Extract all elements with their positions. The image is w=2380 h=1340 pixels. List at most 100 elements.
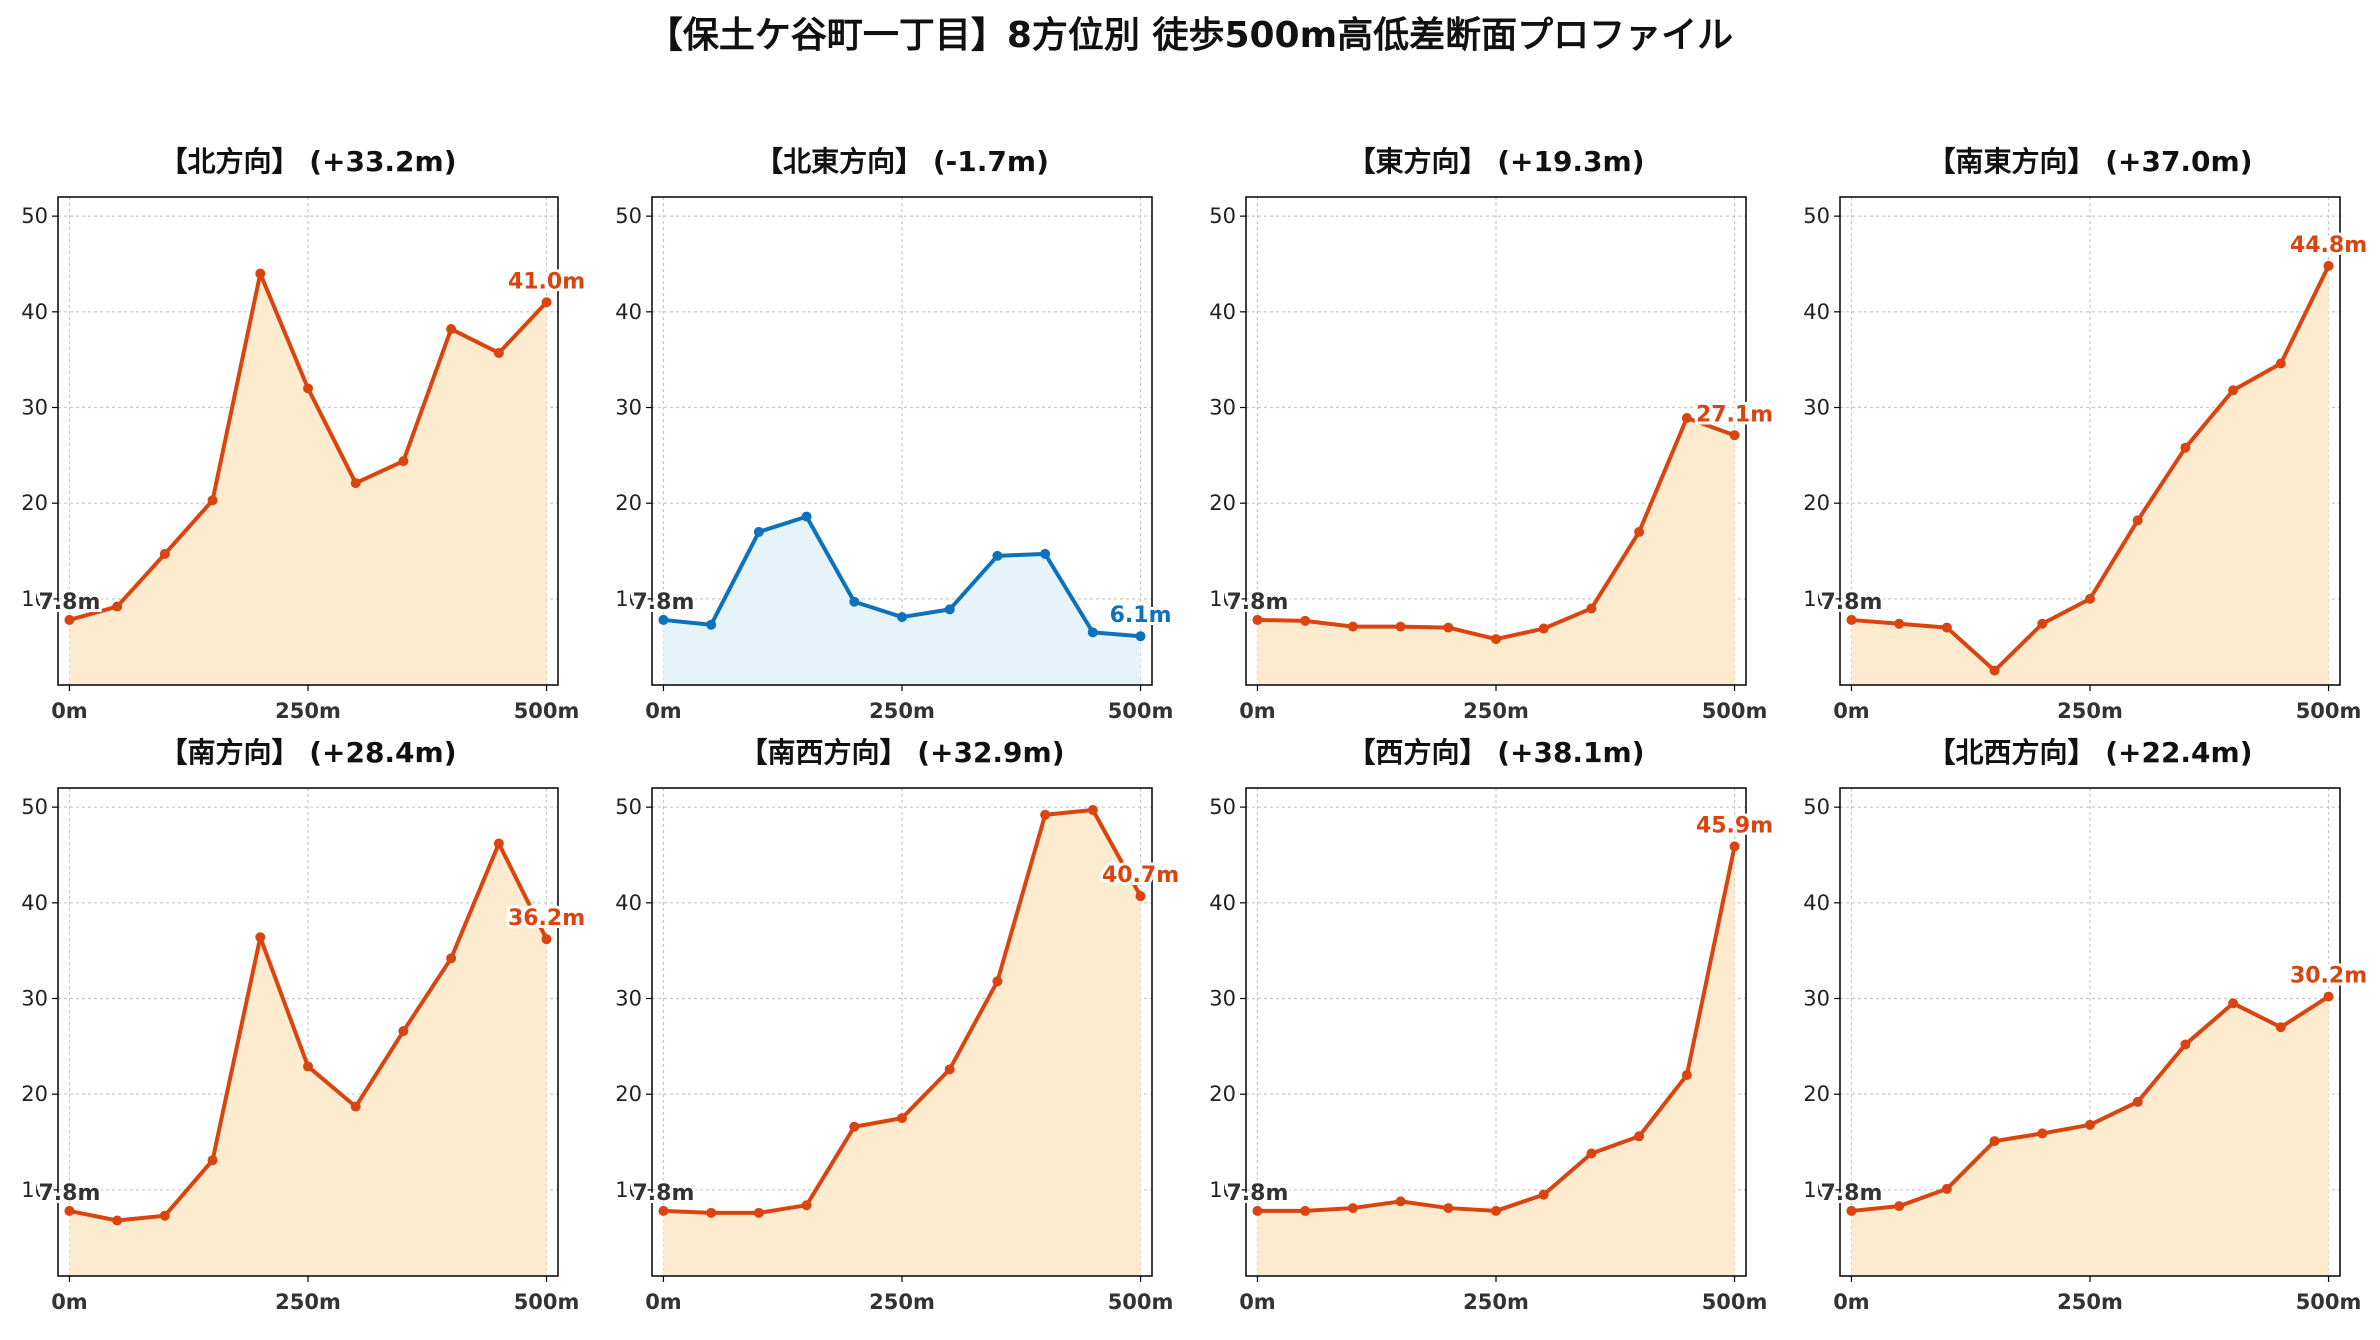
data-point (2228, 385, 2239, 396)
x-tick-label: 0m (1833, 1290, 1870, 1314)
data-point (64, 614, 75, 625)
profile-fill (663, 516, 1141, 685)
y-tick-label: 20 (615, 1082, 642, 1106)
data-point (658, 1205, 669, 1216)
y-tick-label: 50 (21, 204, 48, 228)
data-point (1135, 631, 1146, 642)
x-tick-label: 500m (1702, 699, 1768, 723)
data-point (897, 1113, 907, 1124)
panel-title: 【南東方向】 (+37.0m) (1927, 145, 2252, 178)
y-tick-label: 10 (21, 1178, 48, 1202)
x-tick-label: 0m (1239, 699, 1276, 723)
y-tick-label: 10 (21, 587, 48, 611)
data-point (849, 1121, 860, 1132)
data-point (1135, 891, 1146, 902)
panel-title: 【西方向】 (+38.1m) (1347, 736, 1644, 769)
data-point (1252, 614, 1263, 625)
data-point (1538, 623, 1549, 634)
x-tick-label: 250m (1463, 699, 1529, 723)
end-elevation-label: 6.1m (1110, 603, 1172, 628)
data-point (1443, 622, 1454, 633)
data-point (493, 838, 504, 849)
panel-title: 【東方向】 (+19.3m) (1347, 145, 1644, 178)
start-elevation-label: 7.8m (632, 590, 694, 615)
data-point (2180, 1039, 2191, 1050)
x-tick-label: 250m (869, 699, 935, 723)
x-tick-label: 0m (51, 699, 88, 723)
data-point (1941, 622, 1952, 633)
data-point (706, 1207, 717, 1218)
y-tick-label: 30 (1803, 987, 1830, 1011)
x-tick-label: 500m (2296, 1290, 2362, 1314)
x-tick-label: 0m (645, 699, 682, 723)
data-point (159, 1210, 170, 1221)
data-point (849, 596, 860, 607)
data-point (446, 953, 457, 964)
data-point (2323, 260, 2334, 271)
data-point (1894, 1201, 1905, 1212)
end-elevation-label: 44.8m (2290, 233, 2367, 258)
y-tick-label: 40 (21, 300, 48, 324)
data-point (1300, 615, 1311, 626)
data-point (1989, 665, 2000, 676)
x-tick-label: 250m (869, 1290, 935, 1314)
data-point (303, 383, 313, 394)
data-point (2132, 515, 2143, 526)
end-elevation-label: 36.2m (508, 906, 585, 931)
data-point (1846, 614, 1857, 625)
x-tick-label: 500m (1108, 1290, 1174, 1314)
data-point (303, 1061, 313, 1072)
data-point (1443, 1203, 1454, 1214)
data-point (350, 478, 361, 489)
y-tick-label: 10 (1803, 1178, 1830, 1202)
data-point (350, 1101, 361, 1112)
data-point (207, 495, 218, 506)
data-point (2037, 618, 2048, 629)
x-tick-label: 0m (1833, 699, 1870, 723)
x-tick-label: 250m (275, 699, 341, 723)
profile-fill (1257, 418, 1735, 685)
panel-title: 【南西方向】 (+32.9m) (739, 736, 1064, 769)
data-point (753, 526, 764, 537)
panel-title: 【北東方向】 (-1.7m) (755, 145, 1049, 178)
data-point (1491, 1205, 1501, 1216)
start-elevation-label: 7.8m (1820, 590, 1882, 615)
y-tick-label: 40 (1209, 891, 1236, 915)
y-tick-label: 10 (1803, 587, 1830, 611)
x-tick-label: 0m (1239, 1290, 1276, 1314)
y-tick-label: 20 (1209, 1082, 1236, 1106)
data-point (1634, 1131, 1645, 1142)
y-tick-label: 30 (1209, 987, 1236, 1011)
start-elevation-label: 7.8m (1226, 1181, 1288, 1206)
data-point (992, 550, 1003, 561)
data-point (2228, 998, 2239, 1009)
data-point (2085, 1119, 2095, 1130)
y-tick-label: 50 (615, 795, 642, 819)
profile-fill (69, 273, 547, 685)
data-point (1395, 621, 1406, 632)
y-tick-label: 30 (21, 987, 48, 1011)
data-point (541, 297, 552, 308)
data-point (1941, 1183, 1952, 1194)
y-tick-label: 20 (1209, 491, 1236, 515)
y-tick-label: 50 (1209, 204, 1236, 228)
data-point (541, 934, 552, 945)
start-elevation-label: 7.8m (38, 1181, 100, 1206)
y-tick-label: 50 (1803, 795, 1830, 819)
data-point (801, 511, 812, 522)
x-tick-label: 500m (514, 1290, 580, 1314)
panel-title: 【南方向】 (+28.4m) (159, 736, 456, 769)
data-point (1586, 1148, 1597, 1159)
data-point (753, 1207, 764, 1218)
data-point (658, 614, 669, 625)
y-tick-label: 10 (1209, 587, 1236, 611)
data-point (2180, 442, 2191, 453)
start-elevation-label: 7.8m (38, 590, 100, 615)
y-tick-label: 20 (1803, 491, 1830, 515)
data-point (446, 324, 457, 335)
